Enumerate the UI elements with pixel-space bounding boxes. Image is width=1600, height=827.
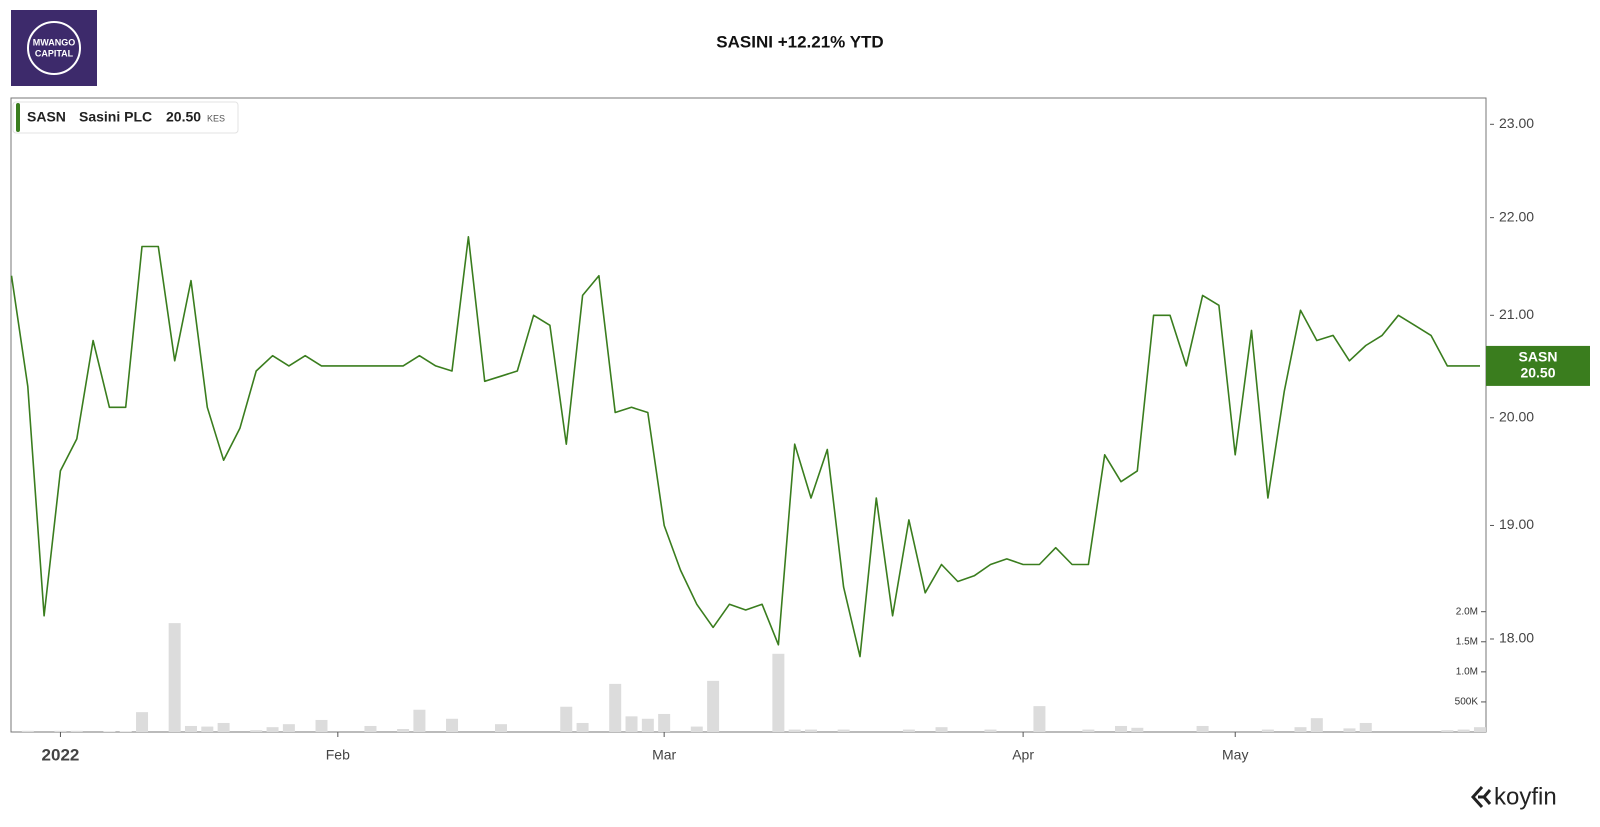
legend-currency: KES: [207, 113, 225, 123]
volume-bar: [1196, 725, 1209, 732]
y-tick-label: 18.00: [1499, 630, 1534, 646]
volume-bar: [413, 709, 426, 732]
y2-tick-label: 1.5M: [1456, 636, 1478, 647]
volume-bar: [560, 706, 573, 732]
volume-bar: [364, 725, 377, 732]
volume-bar: [902, 729, 915, 732]
legend-box: [12, 101, 239, 134]
volume-bar: [315, 719, 328, 732]
volume-bars: [21, 623, 1486, 732]
badge-price: 20.50: [1520, 365, 1555, 381]
volume-bar: [70, 730, 83, 732]
volume-bar: [1343, 728, 1356, 732]
legend-name: Sasini PLC: [79, 109, 152, 125]
volume-bar: [788, 729, 801, 732]
volume-bar: [250, 730, 263, 732]
volume-bar: [54, 730, 67, 732]
legend-price: 20.50: [166, 109, 201, 125]
brand: koyfin: [1470, 783, 1557, 810]
volume-bar: [1310, 718, 1323, 732]
y-tick-label: 22.00: [1499, 208, 1534, 224]
logo-ring: [27, 21, 81, 75]
x-tick-label: Feb: [326, 747, 350, 763]
y-tick-label: 20.00: [1499, 408, 1534, 424]
volume-bar: [1457, 729, 1470, 732]
y2-tick-label: 1.0M: [1456, 666, 1478, 677]
volume-bar: [1359, 722, 1372, 732]
brand-text: koyfin: [1494, 783, 1557, 810]
volume-bar: [1115, 725, 1128, 732]
chart-title: SASINI +12.21% YTD: [716, 32, 883, 51]
volume-bar: [184, 725, 197, 732]
plot-frame: [10, 97, 1487, 733]
y2-tick-label: 500K: [1455, 697, 1479, 708]
volume-bar: [707, 680, 720, 732]
y2-tick-label: 2.0M: [1456, 606, 1478, 617]
legend: SASN Sasini PLC 20.50 KES: [12, 101, 239, 134]
volume-bar: [1294, 727, 1307, 732]
volume-bar: [201, 726, 214, 732]
volume-bar: [1473, 727, 1486, 732]
volume-bar: [136, 712, 149, 732]
price-line: [10, 236, 1480, 658]
volume-bar: [1082, 729, 1095, 732]
volume-bar: [772, 653, 785, 732]
volume-bar: [690, 726, 703, 732]
logo-text: CAPITAL: [35, 48, 74, 58]
x-tick-label: Mar: [652, 747, 676, 763]
volume-bar: [609, 683, 622, 732]
y-tick-label: 21.00: [1499, 306, 1534, 322]
volume-bar: [625, 716, 638, 732]
volume-bar: [282, 724, 295, 732]
volume-bar: [266, 727, 279, 732]
volume-bar: [168, 623, 181, 732]
x-tick-label: May: [1222, 747, 1248, 763]
legend-swatch: [16, 103, 20, 132]
legend-ticker: SASN: [27, 109, 66, 125]
brand-icon: [1470, 785, 1492, 809]
volume-bar: [641, 718, 654, 732]
y-tick-label: 23.00: [1499, 115, 1534, 131]
volume-bar: [984, 729, 997, 732]
volume-bar: [21, 730, 34, 732]
volume-bar: [1441, 730, 1454, 732]
volume-bar: [1131, 727, 1144, 732]
y-tick-label: 19.00: [1499, 516, 1534, 532]
volume-bar: [576, 722, 589, 732]
last-price-badge: [1486, 345, 1590, 386]
volume-bar: [1033, 706, 1046, 732]
logo: MWANGO CAPITAL: [11, 10, 97, 86]
volume-bar: [103, 731, 116, 732]
x-tick-label: Apr: [1012, 747, 1034, 763]
volume-bar: [1261, 729, 1274, 732]
volume-bar: [217, 722, 230, 732]
volume-bar: [658, 713, 671, 732]
volume-bar: [446, 718, 459, 732]
volume-bar: [119, 731, 132, 732]
logo-text: MWANGO: [33, 37, 76, 47]
badge-ticker: SASN: [1519, 349, 1558, 365]
volume-bar: [837, 729, 850, 732]
volume-bar: [397, 728, 410, 732]
volume-bar: [805, 729, 818, 732]
volume-bar: [935, 727, 948, 732]
volume-bar: [494, 724, 507, 732]
x-tick-label: 2022: [42, 745, 80, 764]
